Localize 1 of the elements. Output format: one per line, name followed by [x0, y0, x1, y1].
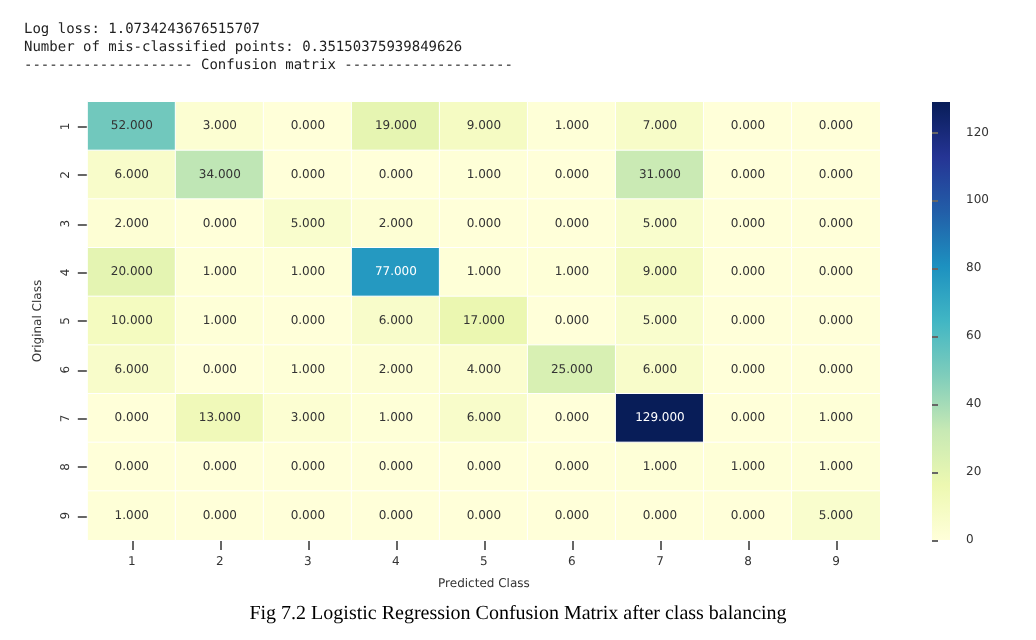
- caption: Fig 7.2 Logistic Regression Confusion Matrix after class balancing: [249, 603, 787, 625]
